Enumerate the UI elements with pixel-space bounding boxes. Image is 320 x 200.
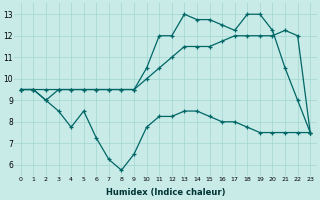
X-axis label: Humidex (Indice chaleur): Humidex (Indice chaleur)	[106, 188, 225, 197]
